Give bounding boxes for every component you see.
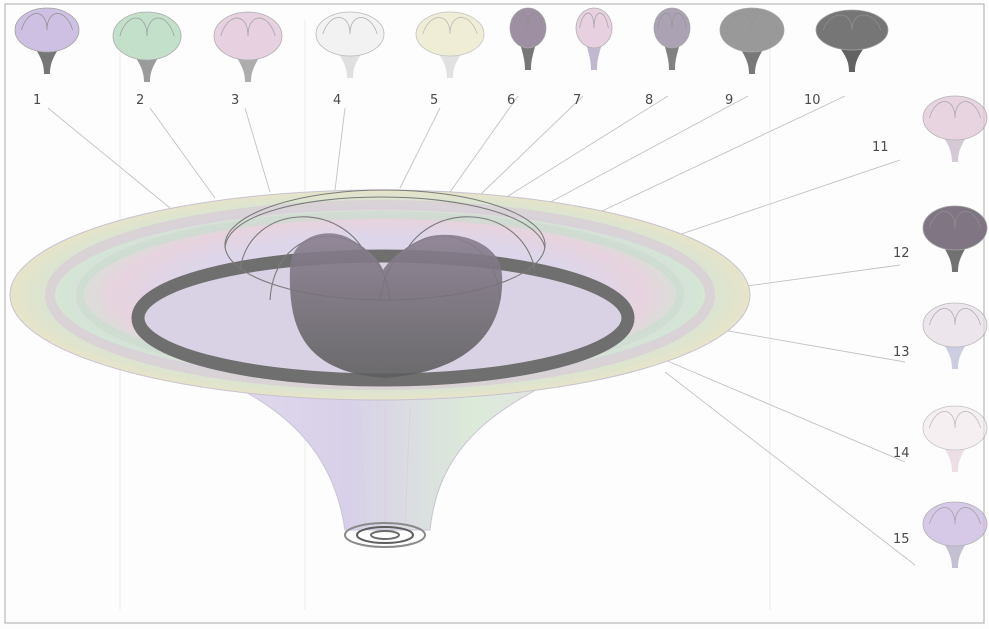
label-5: 5 (430, 93, 438, 108)
label-6: 6 (507, 93, 515, 108)
thumbnail-6 (510, 8, 546, 70)
label-8: 8 (645, 93, 653, 108)
thumbnail-11 (923, 96, 987, 162)
label-4: 4 (333, 93, 341, 108)
thumbnail-7 (576, 8, 612, 70)
thumbnail-9 (720, 8, 784, 74)
label-3: 3 (231, 93, 239, 108)
label-11: 11 (872, 140, 889, 155)
label-1: 1 (33, 93, 41, 108)
label-13: 13 (893, 345, 910, 360)
label-2: 2 (136, 93, 144, 108)
label-7: 7 (573, 93, 581, 108)
thumbnail-5 (416, 12, 484, 78)
thumbnail-15 (923, 502, 987, 568)
label-14: 14 (893, 446, 910, 461)
thumbnail-14 (923, 406, 987, 472)
thumbnail-8 (654, 8, 690, 70)
stem-base-rings (345, 523, 425, 547)
label-10: 10 (804, 93, 821, 108)
label-9: 9 (725, 93, 733, 108)
thumbnail-12 (923, 206, 987, 272)
thumbnail-1 (15, 8, 79, 74)
thumbnail-2 (113, 12, 181, 82)
thumbnail-10 (816, 10, 888, 72)
label-12: 12 (893, 246, 910, 261)
thumbnail-4 (316, 12, 384, 78)
thumbnail-13 (923, 303, 987, 369)
thumbnail-3 (214, 12, 282, 82)
label-15: 15 (893, 532, 910, 547)
